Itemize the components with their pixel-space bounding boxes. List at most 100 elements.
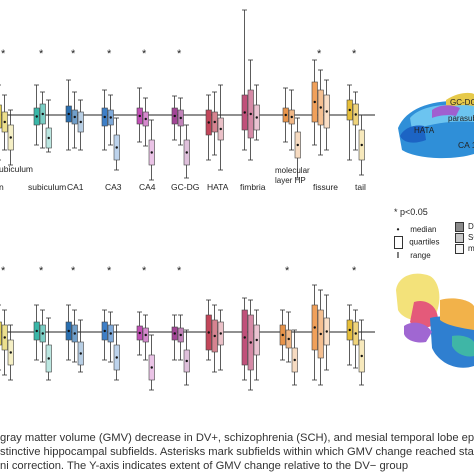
median-dot — [293, 358, 296, 362]
x-label-mlhp-2: layer HP — [275, 176, 306, 185]
stray-label-subiculum: ubiculum — [0, 164, 33, 174]
median-dot — [313, 100, 316, 104]
significance-asterisk: * — [317, 48, 322, 60]
median-dot — [219, 332, 222, 335]
group-sc-swatch-icon — [455, 233, 464, 243]
median-dot — [144, 333, 147, 337]
median-dot — [79, 352, 82, 355]
median-dot — [213, 120, 216, 124]
median-dot — [348, 108, 351, 112]
median-dot — [213, 334, 216, 338]
median-dot — [67, 329, 70, 333]
caption-line-2: stinctive hippocampal subfields. Asteris… — [0, 446, 474, 458]
legend-median: median — [410, 225, 437, 234]
significance-asterisk: * — [177, 48, 182, 60]
median-dot — [41, 332, 44, 335]
significance-asterisk: * — [39, 265, 44, 277]
quartile-box — [0, 104, 2, 129]
median-dot — [47, 136, 50, 140]
brain-render-bottom — [396, 273, 474, 368]
caption-line-1: gray matter volume (GMV) decrease in DV+… — [0, 432, 474, 444]
median-dot — [115, 146, 118, 149]
median-dot — [354, 113, 357, 116]
median-dot — [219, 127, 222, 131]
median-dot — [173, 332, 176, 335]
median-dot — [207, 121, 210, 124]
significance-asterisk: * — [107, 48, 112, 60]
median-dot — [115, 356, 118, 359]
x-label-ca4: CA4 — [139, 182, 156, 192]
median-dot — [150, 366, 153, 369]
median-dot — [249, 112, 252, 116]
legend-quartiles: quartiles — [409, 237, 440, 247]
x-label-hata: HATA — [207, 182, 229, 192]
quartile-box — [0, 321, 2, 346]
median-dot — [179, 116, 182, 120]
top-x-labels: subiculum CA1 CA3 CA4 GC-DG HATA fimbria… — [28, 166, 366, 192]
median-dot — [41, 112, 44, 116]
median-dot — [313, 326, 316, 329]
significance-asterisk: * — [1, 48, 6, 60]
median-dot — [243, 336, 246, 339]
legend-range-row: I range — [394, 251, 431, 260]
median-dot — [319, 106, 322, 109]
median-dot — [79, 120, 82, 124]
median-dot — [348, 328, 351, 332]
median-dot — [35, 115, 38, 118]
median-dot — [249, 341, 252, 344]
legend-range: range — [410, 251, 431, 260]
legend-group-mt: mT — [455, 244, 474, 254]
brain-label-hata: HATA — [414, 126, 435, 135]
significance-asterisk: * — [352, 265, 357, 277]
group-mt-swatch-icon — [455, 244, 464, 254]
legend-median-row: • median — [394, 225, 437, 234]
median-dot — [73, 332, 76, 335]
median-dot — [255, 116, 258, 119]
median-dot — [9, 351, 12, 354]
median-dot — [255, 338, 258, 342]
legend-quartiles-row: quartiles — [394, 236, 439, 249]
median-dot — [109, 116, 112, 119]
significance-asterisk: * — [177, 265, 182, 277]
median-dot — [3, 336, 6, 339]
brain-label-ca1: CA 1 — [458, 140, 474, 150]
significance-asterisk: * — [142, 48, 147, 60]
median-dot — [35, 329, 38, 333]
group-dv-swatch-icon — [455, 222, 464, 232]
median-dot — [325, 110, 328, 113]
significance-asterisk: * — [71, 48, 76, 60]
legend-significance: * p<0.05 — [394, 207, 428, 217]
median-dot — [325, 330, 328, 333]
median-dot — [47, 357, 50, 360]
median-dot — [354, 332, 357, 335]
median-dot — [103, 115, 106, 119]
median-dot — [73, 115, 76, 119]
x-label-ca3: CA3 — [105, 182, 122, 192]
significance-asterisk: * — [142, 265, 147, 277]
x-label-tail: tail — [355, 182, 366, 192]
median-dot — [3, 120, 6, 124]
range-whisker-icon: I — [396, 251, 400, 260]
x-label-gcdg: GC-DG — [171, 182, 199, 192]
median-dot — [290, 115, 293, 119]
median-dot — [67, 112, 70, 116]
median-dot — [287, 337, 290, 341]
median-dot — [296, 143, 299, 147]
median-dot — [138, 114, 141, 118]
median-dot — [150, 151, 153, 154]
legend-group-dv: DV — [455, 222, 474, 232]
median-dot — [207, 331, 210, 334]
median-dot — [109, 332, 112, 335]
x-label-fimbria: fimbria — [240, 182, 266, 192]
stray-label-left: n — [0, 182, 4, 192]
median-dot — [138, 331, 141, 335]
top-boxplot-panel: * * * * * * * * — [0, 9, 375, 181]
significance-asterisk: * — [1, 265, 6, 277]
median-dot — [103, 329, 106, 333]
x-label-mlhp-1: molecular — [275, 166, 310, 175]
quartiles-box-icon — [394, 236, 403, 249]
median-dot — [185, 151, 188, 154]
median-marker-icon: • — [396, 225, 400, 234]
median-dot — [144, 117, 147, 121]
